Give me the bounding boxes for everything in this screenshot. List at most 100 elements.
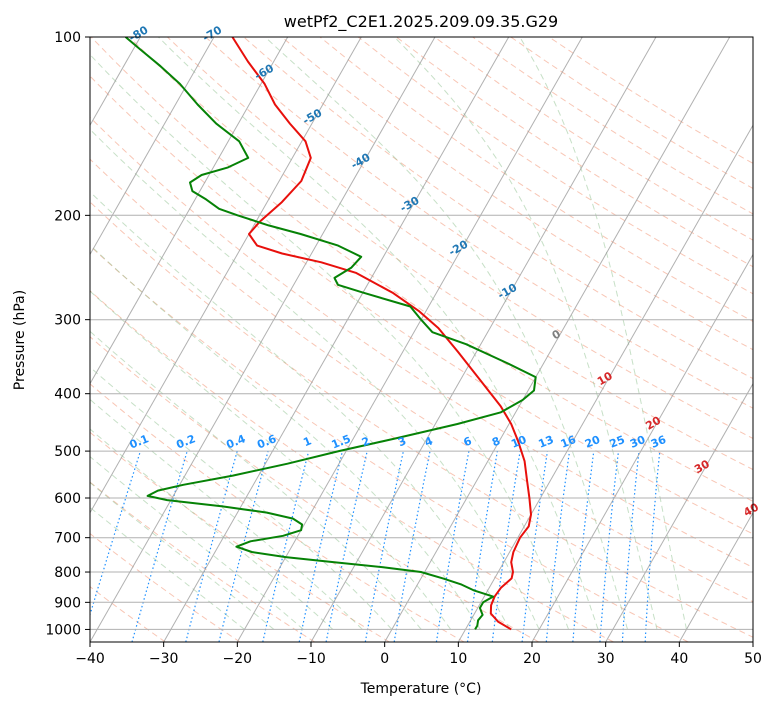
mixing-ratio-line: [262, 450, 310, 642]
dry-adiabat: [90, 481, 315, 642]
mixing-ratio-label: 10: [509, 433, 528, 451]
mixing-ratio-label: 8: [490, 434, 502, 449]
y-axis-title: Pressure (hPa): [12, 290, 28, 390]
moist-adiabat: [90, 128, 540, 630]
mixing-ratio-label: 4: [423, 434, 435, 449]
dry-adiabat: [548, 37, 753, 164]
isotherm-label: 40: [741, 500, 761, 519]
dry-adiabat: [90, 75, 753, 535]
mixing-ratio-line: [364, 450, 404, 642]
mixing-ratio-line: [298, 450, 343, 642]
x-tick-label: −20: [223, 651, 253, 667]
dry-adiabat: [90, 431, 390, 642]
dry-adiabat: [319, 37, 753, 322]
x-tick-label: −40: [75, 651, 105, 667]
dry-adiabat: [90, 116, 753, 569]
y-tick-label: 400: [54, 387, 81, 403]
x-tick-label: 20: [523, 651, 541, 667]
mixing-ratio-label: 0.1: [128, 432, 151, 451]
moist-adiabat: [90, 191, 511, 630]
isotherm-line: [236, 37, 583, 642]
isotherm-line: [752, 640, 753, 642]
dry-adiabat: [90, 201, 753, 638]
isotherm-line: [163, 37, 510, 642]
y-tick-label: 300: [54, 313, 81, 329]
isotherm-line: [384, 37, 731, 642]
moist-adiabat: [90, 398, 363, 630]
mixing-ratio-label: 2: [360, 434, 372, 449]
moist-adiabat: [519, 37, 687, 630]
sounding-traces: [124, 37, 537, 631]
isotherm-line: [678, 511, 753, 642]
isotherm-label: -60: [252, 61, 276, 82]
y-tick-label: 1000: [45, 622, 81, 638]
mixing-ratio-label: 1: [301, 434, 313, 449]
background-reference-lines: [90, 37, 753, 642]
isotherm-label: -70: [200, 23, 224, 44]
dry-adiabat: [90, 336, 540, 642]
isotherm-label: -80: [127, 23, 151, 44]
mixing-ratio-line: [644, 451, 661, 642]
grid-lines: [0, 37, 753, 642]
mixing-ratio-label: 3: [396, 434, 408, 449]
moist-adiabat: [90, 290, 452, 630]
x-tick-label: 10: [449, 651, 467, 667]
isotherm-label: -40: [349, 151, 373, 172]
isotherm-label: -10: [496, 281, 520, 302]
mixing-ratio-line: [466, 450, 498, 642]
mixing-ratio-line: [185, 450, 238, 642]
isotherm-line: [90, 37, 289, 385]
mixing-ratio-line: [218, 450, 269, 642]
isotherm-line: [457, 124, 753, 642]
isotherm-line: [310, 37, 657, 642]
dry-adiabat: [357, 37, 753, 295]
mixing-ratio-line: [131, 450, 188, 642]
moist-adiabat: [264, 37, 629, 630]
isotherm-line: [90, 37, 215, 256]
isotherm-line: [605, 382, 753, 642]
mixing-ratio-label: 13: [537, 433, 556, 451]
moist-adiabat: [158, 37, 599, 630]
moist-adiabat: [393, 37, 658, 630]
y-tick-label: 200: [54, 208, 81, 224]
mixing-ratio-line: [521, 451, 548, 642]
mixing-ratio-label: 6: [462, 434, 474, 449]
isotherm-line: [90, 37, 436, 642]
isotherm-label: -30: [398, 194, 422, 215]
y-tick-label: 100: [54, 30, 81, 46]
x-tick-label: 0: [380, 651, 389, 667]
dewpoint-trace: [124, 37, 537, 630]
dry-adiabat: [90, 532, 241, 642]
y-tick-label: 800: [54, 565, 81, 581]
mixing-ratio-line: [90, 450, 141, 617]
isotherm-label: 0: [550, 327, 563, 342]
x-tick-label: 50: [744, 651, 762, 667]
plot-frame: [89, 36, 754, 643]
y-tick-label: 500: [54, 444, 81, 460]
x-tick-label: −10: [296, 651, 326, 667]
moist-adiabat: [90, 506, 245, 630]
isotherm-line: [90, 37, 362, 514]
mixing-ratio-line: [435, 450, 470, 642]
mixing-ratio-label: 25: [608, 433, 627, 451]
dry-adiabat: [90, 586, 166, 642]
dry-adiabat: [281, 37, 753, 351]
mixing-ratio-label: 16: [559, 433, 578, 451]
x-axis-title: Temperature (°C): [360, 681, 482, 697]
mixing-ratio-line: [545, 451, 571, 642]
dry-adiabat: [90, 37, 753, 502]
mixing-ratio-label: 0.4: [224, 432, 247, 451]
temperature-trace: [231, 37, 532, 631]
x-tick-label: −30: [149, 651, 179, 667]
y-tick-label: 700: [54, 531, 81, 547]
isotherm-line: [531, 253, 753, 642]
isotherm-label: -50: [301, 106, 325, 127]
isotherm-line: [0, 37, 67, 642]
axis-ticks: −40 −30 −20 −10 0 10 20 30 40 5010020030040050060…: [45, 30, 762, 667]
moist-adiabat: [90, 428, 334, 630]
moist-adiabat: [90, 53, 570, 630]
mixing-ratio-label: 0.2: [174, 432, 197, 451]
dry-adiabat: [128, 37, 753, 471]
mixing-ratio-label: 0.6: [255, 432, 278, 451]
